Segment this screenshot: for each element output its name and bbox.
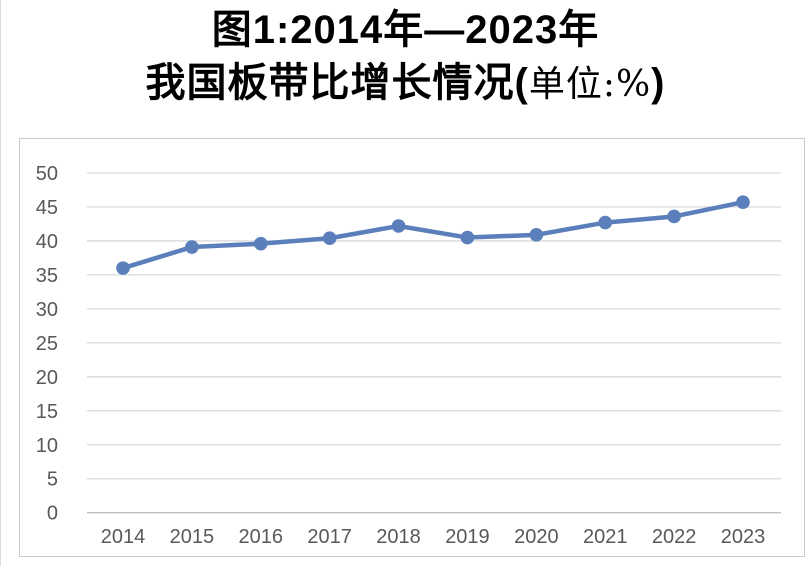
data-point-2022 — [667, 209, 681, 224]
y-axis-tick-label: 0 — [47, 503, 58, 525]
y-axis-tick-label: 45 — [36, 197, 58, 219]
data-point-2019 — [460, 230, 475, 245]
y-axis-tick-label: 40 — [36, 231, 58, 253]
chart-title-line1-text: 图1:2014年—2023年 — [211, 8, 600, 52]
x-axis-tick-label: 2021 — [583, 526, 628, 548]
x-axis-tick-label: 2015 — [170, 526, 215, 548]
y-axis-tick-label: 35 — [36, 265, 58, 287]
data-point-2023 — [736, 195, 750, 210]
x-axis-tick-label: 2019 — [445, 526, 490, 548]
chart-title-line2-main: 我国板带比增长情况( — [145, 61, 529, 105]
line-chart: 0 5 10 15 20 25 30 35 40 45 50 2014 2015 2016 2017 2018… — [36, 163, 781, 548]
x-axis-tick-label: 2023 — [721, 526, 766, 548]
data-point-2017 — [322, 231, 337, 246]
series-line — [120, 199, 746, 271]
y-axis-tick-label: 50 — [36, 163, 58, 185]
x-axis-tick-label: 2014 — [101, 526, 146, 548]
data-point-2018 — [391, 219, 406, 233]
y-axis-tick-label: 25 — [36, 333, 58, 355]
chart-title-line2: 我国板带比增长情况(单位:%) — [1, 57, 810, 111]
chart-area: 0 5 10 15 20 25 30 35 40 45 50 2014 2015 2016 2017 2018… — [19, 138, 805, 557]
data-point-2014 — [116, 261, 130, 275]
chart-title: 图1:2014年—2023年 我国板带比增长情况(单位:%) — [1, 0, 810, 111]
data-point-2016 — [253, 236, 268, 251]
x-axis-tick-label: 2018 — [376, 526, 421, 548]
data-point-2021 — [598, 215, 613, 230]
unit-label: 单位:% — [528, 64, 652, 105]
y-axis-tick-label: 5 — [47, 469, 58, 491]
x-axis-tick-label: 2017 — [307, 526, 352, 548]
y-axis-tick-label: 30 — [36, 299, 58, 321]
data-point-2020 — [529, 228, 544, 242]
y-axis-tick-label: 10 — [36, 435, 58, 457]
chart-title-line1: 图1:2014年—2023年 — [1, 4, 810, 57]
x-axis-tick-label: 2022 — [652, 526, 697, 548]
x-axis-tick-label: 2016 — [239, 526, 284, 548]
chart-title-line2-close: ) — [651, 61, 666, 105]
y-axis-tick-label: 20 — [36, 367, 58, 389]
data-point-2015 — [185, 240, 199, 254]
x-axis-tick-label: 2020 — [514, 526, 559, 548]
y-axis-tick-label: 15 — [36, 401, 58, 423]
